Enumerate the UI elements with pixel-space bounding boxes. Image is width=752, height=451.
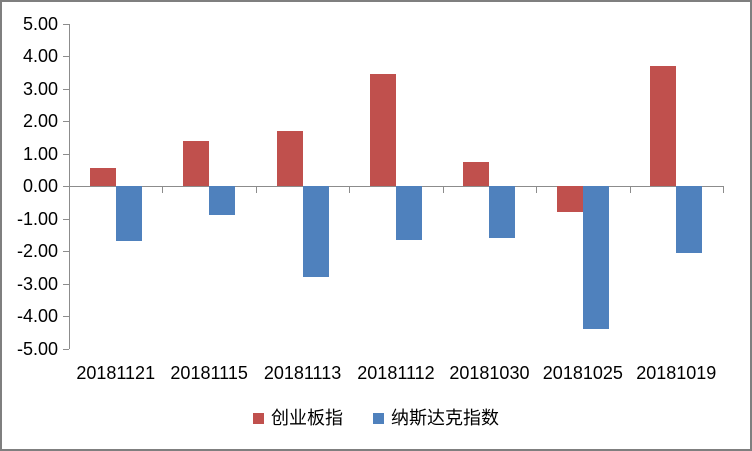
legend-label: 创业板指 (271, 408, 343, 428)
y-axis-tick (63, 316, 69, 317)
y-axis-tick-label: 1.00 (22, 143, 58, 164)
x-axis-category-label: 20181030 (449, 363, 530, 383)
y-axis-tick-label: 3.00 (22, 78, 58, 99)
legend-item-series1: 创业板指 (253, 407, 343, 429)
bar-series2-20181121 (115, 186, 142, 242)
legend: 创业板指 纳斯达克指数 (0, 404, 752, 432)
y-axis-tick-label: 5.00 (22, 13, 58, 34)
x-axis-tick (442, 186, 444, 193)
y-axis-tick (63, 283, 69, 285)
x-axis-category-label: 20181019 (636, 363, 717, 383)
y-axis-tick-label: -3.00 (16, 273, 58, 294)
y-axis-tick (63, 153, 69, 155)
y-axis-tick-label: -1.00 (16, 208, 58, 229)
y-axis-tick-label: 2.00 (22, 111, 58, 131)
x-axis-tick (629, 186, 631, 193)
x-axis-tick (255, 186, 257, 193)
legend-item-series2: 纳斯达克指数 (373, 407, 499, 429)
y-axis-tick-label: -5.00 (16, 338, 58, 359)
x-axis-tick (723, 186, 724, 193)
bar-series1-20181115 (183, 140, 210, 186)
y-axis-tick (63, 23, 69, 25)
x-axis-category-label: 20181115 (170, 363, 248, 383)
y-axis-tick (63, 56, 69, 57)
y-axis-tick (63, 88, 69, 90)
y-axis-tick-label: -4.00 (16, 306, 58, 326)
y-axis-tick (63, 121, 69, 122)
bar-series2-20181025 (582, 186, 609, 329)
y-axis-tick-label: -2.00 (16, 241, 58, 261)
bar-series1-20181112 (370, 73, 396, 186)
legend-swatch-icon (253, 412, 264, 424)
bar-series1-20181030 (463, 161, 490, 186)
x-axis-category-label: 20181121 (76, 363, 156, 383)
legend-label: 纳斯达克指数 (391, 408, 499, 428)
bar-series1-20181025 (556, 186, 583, 212)
y-axis-tick (63, 251, 69, 252)
bar-series2-20181113 (302, 186, 329, 277)
bar-series2-20181112 (396, 186, 422, 240)
bar-series1-20181019 (650, 65, 677, 186)
y-axis-tick (63, 218, 69, 220)
x-axis-tick (349, 186, 351, 193)
bar-series1-20181113 (276, 130, 303, 186)
x-axis-tick (536, 186, 538, 193)
bar-series2-20181019 (676, 186, 703, 253)
legend-swatch-icon (373, 412, 384, 424)
x-axis-category-label: 20181025 (542, 363, 623, 383)
x-axis-category-label: 20181112 (357, 363, 435, 383)
bar-series2-20181030 (489, 186, 516, 238)
y-axis-tick-label: 0.00 (22, 176, 58, 196)
bar-series1-20181121 (89, 168, 116, 186)
y-axis-tick (63, 348, 69, 350)
bar-series2-20181115 (209, 186, 236, 216)
y-axis-tick-label: 4.00 (22, 46, 58, 66)
x-axis-tick (162, 186, 164, 193)
x-axis-category-label: 20181113 (263, 363, 342, 383)
y-axis-tick (63, 186, 69, 187)
